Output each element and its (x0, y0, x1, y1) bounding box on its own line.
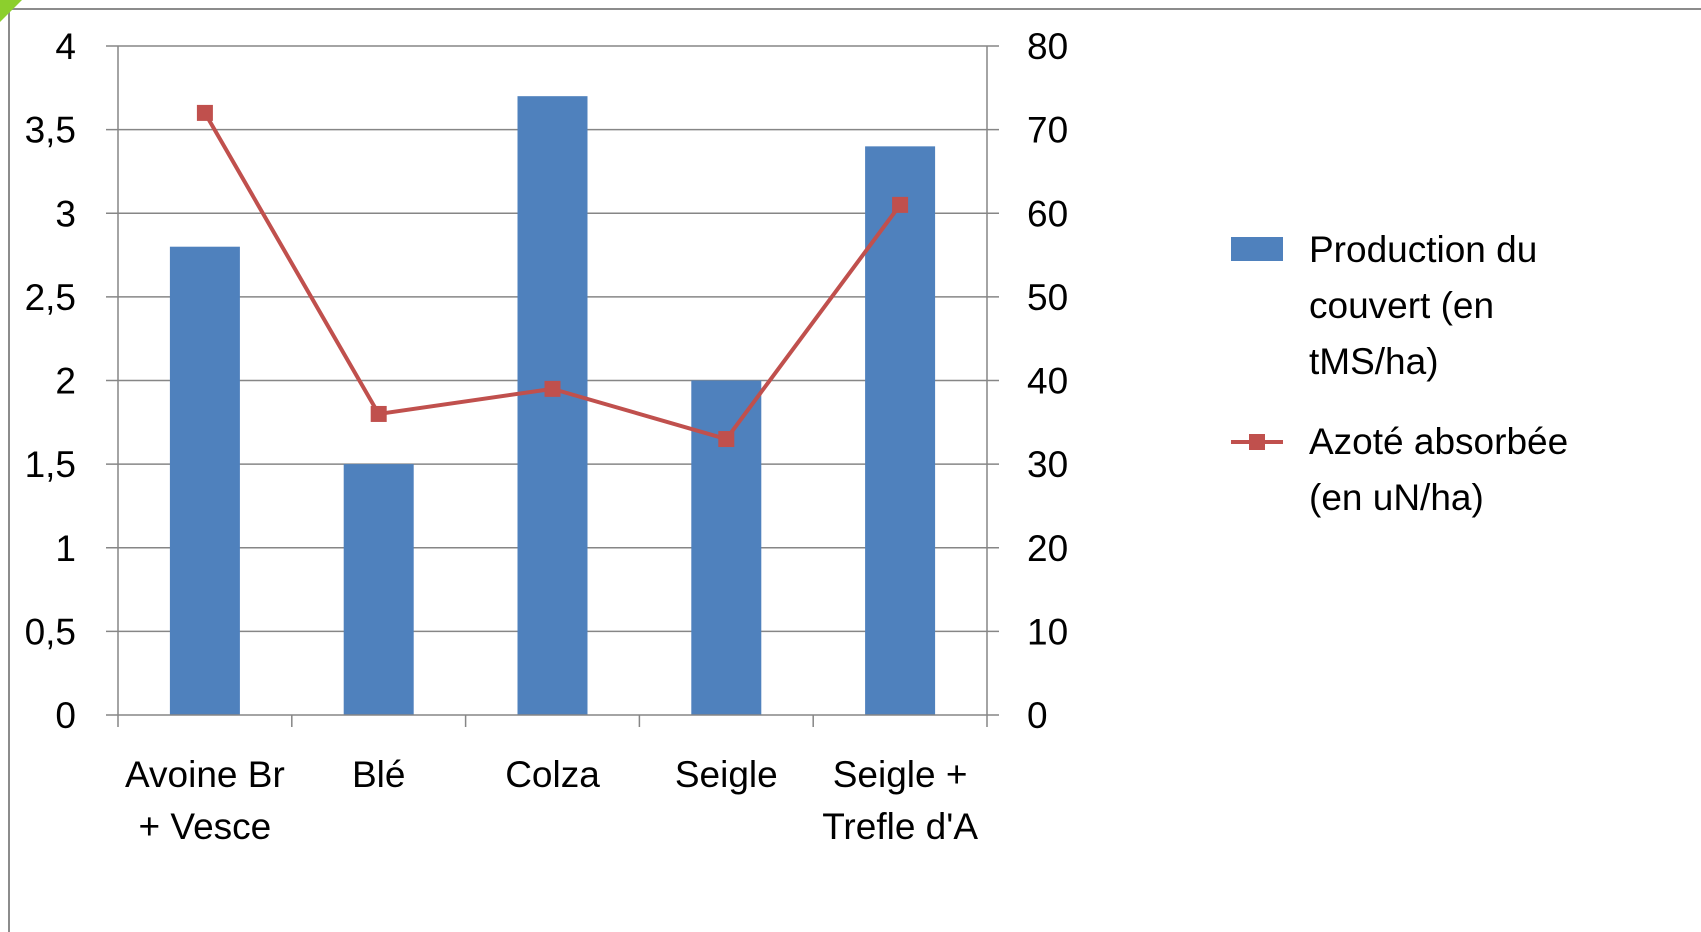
legend-swatch-marker (1249, 434, 1265, 450)
legend-label-line: Azoté absorbée (1309, 421, 1568, 462)
bar-1 (343, 464, 414, 715)
y-right-tick-label: 80 (1027, 26, 1068, 67)
x-category-label: Seigle + (833, 754, 968, 795)
legend: Production du couvert (en tMS/ha) Azoté abs… (1231, 229, 1568, 518)
axes (106, 45, 999, 727)
x-category-label: + Vesce (139, 806, 272, 847)
y-left-tick-label: 0 (55, 695, 76, 736)
y-left-tick-label: 1,5 (25, 444, 76, 485)
x-category-label: Avoine Br (125, 754, 285, 795)
line-marker-4 (892, 196, 909, 213)
y-right-tick-label: 70 (1027, 110, 1068, 151)
y-left-tick-label: 1 (55, 528, 76, 569)
line-series (196, 104, 909, 448)
line-marker-0 (196, 104, 213, 121)
x-category-label: Colza (505, 754, 600, 795)
y-left-tick-label: 4 (55, 26, 76, 67)
y-right-tick-label: 0 (1027, 695, 1048, 736)
legend-label-bar: tMS/ha) (1309, 341, 1439, 382)
x-category-label: Blé (352, 754, 405, 795)
bar-4 (865, 146, 936, 716)
legend-label-bar: couvert (en (1309, 285, 1494, 326)
bar-2 (517, 96, 588, 716)
line-marker-1 (370, 405, 387, 422)
legend-label-bar: Production du (1309, 229, 1537, 270)
y-right-tick-label: 50 (1027, 277, 1068, 318)
y-left-tick-label: 3 (55, 193, 76, 234)
y-left-tick-label: 3,5 (25, 110, 76, 151)
line-marker-2 (544, 380, 561, 397)
y-left-tick-label: 2,5 (25, 277, 76, 318)
bar-0 (169, 246, 240, 715)
y-right-tick-label: 40 (1027, 361, 1068, 402)
y-right-tick-label: 60 (1027, 193, 1068, 234)
y-left-tick-label: 2 (55, 361, 76, 402)
bar-series (169, 96, 936, 716)
chart-frame (8, 8, 1701, 932)
y-right-tick-label: 30 (1027, 444, 1068, 485)
y-left-tick-label: 0,5 (25, 611, 76, 652)
line-marker-3 (718, 431, 735, 448)
legend-label-line: (en uN/ha) (1309, 477, 1484, 518)
legend-swatch-bar (1231, 237, 1283, 261)
y-right-tick-label: 20 (1027, 528, 1068, 569)
y-right-tick-label: 10 (1027, 611, 1068, 652)
corner-accent (0, 0, 22, 22)
x-category-label: Trefle d'A (822, 806, 978, 847)
x-category-label: Seigle (675, 754, 778, 795)
tick-labels: 00,511,522,533,5401020304050607080Avoine… (25, 26, 1069, 847)
